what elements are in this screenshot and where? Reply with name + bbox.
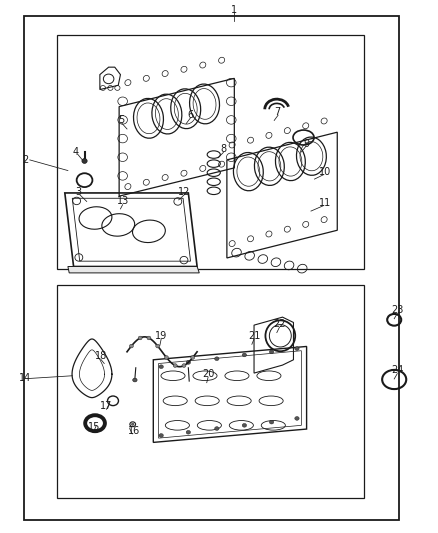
Ellipse shape [156, 344, 159, 348]
Text: 4: 4 [73, 147, 79, 157]
Ellipse shape [159, 365, 163, 369]
Text: 1: 1 [231, 5, 237, 14]
Text: 20: 20 [202, 369, 214, 379]
Bar [57, 285, 364, 498]
Ellipse shape [182, 364, 186, 367]
Ellipse shape [295, 347, 299, 351]
Ellipse shape [215, 426, 219, 431]
Ellipse shape [191, 356, 195, 359]
Text: 24: 24 [391, 366, 403, 375]
Ellipse shape [269, 350, 274, 354]
Ellipse shape [215, 357, 219, 360]
Ellipse shape [131, 423, 134, 425]
Ellipse shape [164, 356, 168, 359]
Text: 10: 10 [319, 167, 331, 176]
Text: 13: 13 [117, 197, 129, 206]
Text: 6: 6 [187, 110, 194, 119]
Polygon shape [68, 266, 199, 273]
Ellipse shape [159, 434, 163, 437]
Text: 14: 14 [19, 374, 32, 383]
Text: 8: 8 [220, 144, 226, 154]
Text: 12: 12 [178, 187, 190, 197]
Text: 11: 11 [319, 198, 331, 207]
Ellipse shape [186, 431, 191, 434]
Text: 3: 3 [75, 187, 81, 197]
Text: 15: 15 [88, 423, 100, 432]
Text: 9: 9 [304, 139, 310, 149]
Ellipse shape [147, 336, 151, 340]
Ellipse shape [242, 423, 247, 427]
Bar [57, 35, 364, 269]
Ellipse shape [82, 159, 87, 163]
Text: 21: 21 [248, 331, 260, 341]
Text: 18: 18 [95, 351, 107, 361]
Ellipse shape [269, 420, 274, 424]
Ellipse shape [133, 378, 137, 382]
Text: 17: 17 [100, 401, 113, 411]
Text: 5: 5 [119, 115, 125, 125]
Ellipse shape [173, 364, 177, 367]
Ellipse shape [295, 417, 299, 420]
Text: 16: 16 [127, 426, 140, 435]
Ellipse shape [138, 336, 142, 340]
Text: 2: 2 [22, 155, 28, 165]
Text: 7: 7 [274, 107, 280, 117]
Ellipse shape [186, 360, 191, 365]
Text: 19: 19 [155, 331, 167, 341]
Ellipse shape [242, 353, 247, 357]
Ellipse shape [130, 344, 133, 348]
Text: 22: 22 [273, 319, 286, 329]
Bar [24, 16, 399, 520]
Text: 23: 23 [391, 305, 403, 315]
